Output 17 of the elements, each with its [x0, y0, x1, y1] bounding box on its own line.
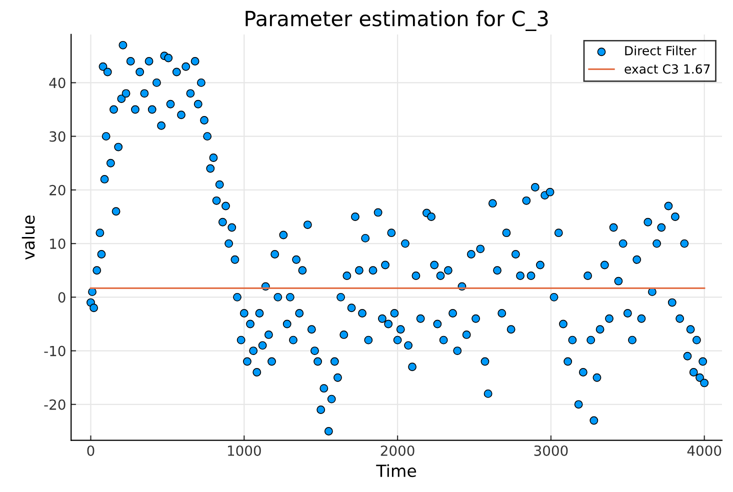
x-tick-label: 0 — [87, 445, 94, 456]
x-tick-label: 3000 — [534, 445, 568, 456]
x-axis-title: Time — [376, 464, 416, 478]
y-axis-title: value — [22, 216, 35, 260]
legend-label: Direct Filter — [625, 46, 696, 56]
x-tick-label: 1000 — [228, 445, 261, 456]
y-tick-label: -20 — [44, 399, 66, 410]
y-tick-label: 0 — [58, 292, 66, 303]
legend-label: exact C3 1.67 — [624, 64, 710, 74]
x-tick-label: 4000 — [687, 445, 722, 456]
y-tick-label: 30 — [50, 131, 66, 142]
y-tick-label: 20 — [50, 184, 66, 196]
x-tick-label: 2000 — [380, 445, 414, 456]
chart-title: Parameter estimation for C_3 — [246, 10, 548, 32]
y-tick-label: 10 — [50, 238, 66, 250]
y-tick-label: -10 — [44, 346, 66, 356]
y-tick-label: 40 — [49, 78, 66, 88]
